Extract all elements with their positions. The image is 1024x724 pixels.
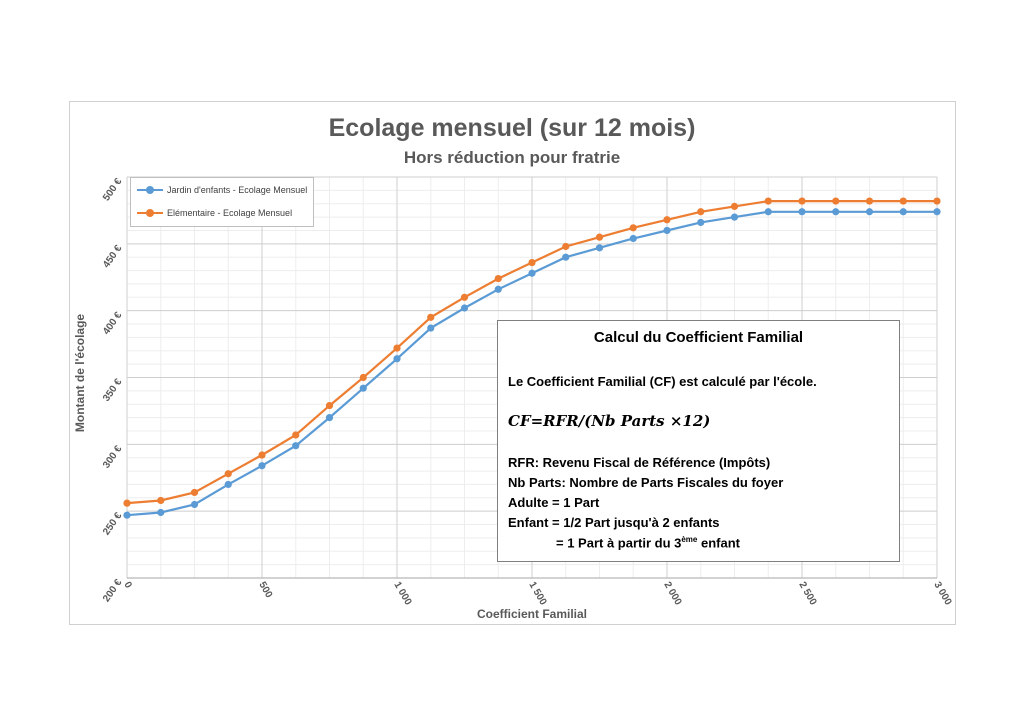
series-0-point [899,208,907,216]
legend-swatch [137,186,163,194]
series-0-point [865,208,874,216]
series-1-point [764,197,772,205]
info-line-enfant: Enfant = 1/2 Part jusqu'à 2 enfants [508,515,720,530]
series-0-point [157,508,165,517]
series-1-point [798,197,806,205]
series-1-point [494,274,502,283]
x-tick-label: 500 [256,580,274,600]
info-title: Calcul du Coefficient Familial [593,329,804,346]
x-tick-label: 2 000 [661,580,683,608]
series-1-point [393,344,401,352]
series-0-point [595,244,604,252]
series-1-point [865,197,874,205]
legend-swatch [137,209,163,217]
series-1-point [663,216,671,224]
legend-label: Elémentaire - Ecolage Mensuel [167,208,293,218]
series-0-point [629,234,637,243]
series-0-point [460,304,469,312]
series-0-point [528,269,536,277]
series-0-point [494,285,502,293]
series-1-point [292,431,300,439]
info-line-enfant-3-b: enfant [697,535,740,551]
info-intro: Le Coefficient Familial (CF) est calculé… [508,374,817,389]
series-0-point [798,208,806,216]
chart-subtitle: Hors réduction pour fratrie [403,148,621,167]
info-line-enfant-3-a: = 1 Part à partir du 3 [556,535,682,551]
series-1-point [224,470,232,478]
series-layer [123,197,941,519]
series-0-point [427,324,435,332]
series-1-point [595,233,604,241]
series-0-point [292,442,300,450]
series-1-point [157,496,165,505]
series-0-point [697,218,705,227]
series-1-point [190,488,199,497]
series-1-point [325,401,334,410]
series-1-point [697,208,705,216]
series-1-point [730,202,739,211]
y-tick-label: 200 € [101,577,125,604]
series-1-point [899,197,907,205]
series-0-point [258,462,266,470]
info-line-rfr: RFR: Revenu Fiscal de Référence (Impôts) [508,455,771,470]
y-tick-label: 400 € [101,310,125,337]
legend-item-elementaire: Elémentaire - Ecolage Mensuel [137,206,292,220]
series-1-point [629,224,637,232]
x-tick-label: 2 500 [796,580,818,608]
series-0-point [325,414,334,422]
series-0-point [359,384,367,392]
y-tick-label: 350 € [101,377,125,404]
chart-legend: Jardin d'enfants - Ecolage Mensuel Eléme… [130,177,314,227]
series-0-point [663,226,671,235]
y-tick-label: 450 € [101,243,125,270]
series-0-point [730,213,739,221]
series-1-point [258,451,266,459]
series-1-point [562,242,570,251]
series-0-point [764,208,772,216]
series-1-point [528,258,536,267]
y-tick-label: 500 € [101,176,125,203]
series-0-point [562,253,570,261]
series-1-point [832,197,840,205]
y-tick-label: 300 € [101,443,125,470]
series-0-point [224,480,232,489]
y-tick-label: 250 € [101,510,125,537]
series-1-point [460,293,469,301]
series-0-point [933,208,941,216]
x-tick-label: 1 000 [391,580,413,608]
info-line-enfant-3-sup: ème [681,535,698,544]
y-axis-label: Montant de l'écolage [73,314,87,433]
series-0-point [393,355,401,363]
series-0-point [190,500,199,509]
info-line-enfant-3: = 1 Part à partir du 3ème enfant [556,535,740,550]
info-box: Calcul du Coefficient Familial Le Coeffi… [497,320,900,562]
series-1-point [359,373,367,382]
info-formula: CF=RFR/(Nb Parts ×12) [508,412,711,430]
x-axis-label: Coefficient Familial [477,607,587,621]
x-tick-label: 1 500 [526,580,548,608]
legend-item-jardin: Jardin d'enfants - Ecolage Mensuel [137,183,307,197]
series-1-point [123,499,131,507]
x-tick-label: 3 000 [931,580,953,608]
series-0-point [832,208,840,216]
series-1-point [933,197,941,205]
info-line-adulte: Adulte = 1 Part [508,495,600,510]
series-1-point [427,313,435,321]
info-line-parts: Nb Parts: Nombre de Parts Fiscales du fo… [508,475,784,490]
chart-title: Ecolage mensuel (sur 12 mois) [328,114,696,142]
series-0-point [123,511,131,519]
x-tick-label: 0 [121,580,134,591]
legend-label: Jardin d'enfants - Ecolage Mensuel [167,185,308,195]
